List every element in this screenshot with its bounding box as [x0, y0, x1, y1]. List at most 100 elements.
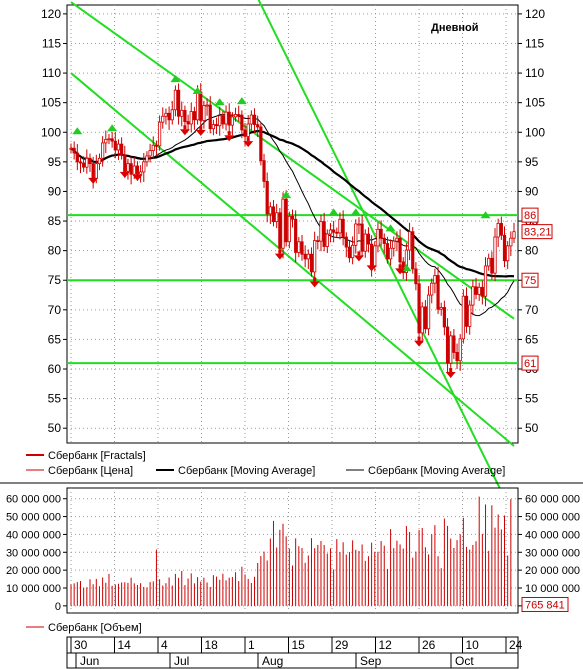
fractal-up-arrow — [328, 208, 339, 216]
price-y-tick-label-right: 95 — [525, 155, 539, 169]
price-y-tick-label-left: 75 — [48, 273, 62, 287]
fractal-down-arrow-shaft — [227, 131, 231, 136]
price-chart-panel: 50 55 60 65 70 75 80 85 90 95 100 105 110 115 120 50 55… — [41, 0, 553, 518]
price-bar-body — [256, 124, 260, 128]
price-bar-body — [275, 212, 279, 223]
price-bar-body — [145, 155, 149, 163]
price-bar-body — [335, 231, 339, 234]
day-tick-label: 30 — [74, 638, 88, 652]
fractal-down-arrow-shaft — [449, 367, 453, 372]
price-bar-body — [430, 282, 434, 296]
price-bar-body — [360, 223, 364, 252]
price-bar-body — [414, 268, 418, 285]
volume-y-tick-label-right: 60 000 000 — [525, 494, 580, 506]
price-bar-body — [186, 121, 190, 125]
volume-chart-panel: 0 10 000 000 20 000 000 30 000 000 40 000 00… — [6, 487, 580, 614]
price-bar-body — [199, 91, 203, 121]
price-y-tick-label-left: 60 — [48, 362, 62, 376]
price-bar-body — [351, 244, 355, 259]
volume-y-tick-label-right: 10 000 000 — [525, 583, 580, 595]
fractal-up-arrow — [107, 124, 118, 132]
price-bar-body — [139, 171, 143, 175]
price-bar-body — [284, 198, 288, 243]
price-bar-body — [78, 161, 83, 164]
volume-y-tick-label-right: 30 000 000 — [525, 547, 580, 559]
price-bar-body — [183, 109, 187, 123]
month-tick-label: Oct — [455, 654, 474, 668]
price-y-tick-label-right: 105 — [525, 96, 545, 110]
price-bar-body — [449, 335, 453, 364]
price-bar-body — [189, 111, 193, 125]
day-tick-label: 29 — [335, 638, 349, 652]
price-bar-body — [506, 245, 510, 262]
fractal-up-arrow — [214, 98, 225, 106]
fractal-down-arrow-shaft — [123, 167, 127, 172]
volume-y-axis-left: 0 10 000 000 20 000 000 30 000 000 40 000 00… — [6, 494, 67, 613]
price-bar-body — [192, 111, 197, 121]
price-markers: 86 83,21 75 61 — [521, 207, 553, 371]
price-y-tick-label-left: 70 — [48, 303, 62, 317]
trend-line — [70, 1, 515, 320]
fractal-up-arrow — [170, 75, 181, 83]
fractal-down-arrow — [395, 268, 406, 275]
date-axis: 30 14 4 18 1 15 29 12 26 10 24 Jun Jul Aug Sep Oct — [66, 636, 523, 669]
price-bar-body — [237, 114, 241, 116]
price-bar-body — [303, 253, 307, 260]
price-bar-body — [75, 152, 79, 163]
price-bar-body — [218, 115, 222, 127]
month-tick-label: Jul — [174, 654, 189, 668]
fractal-down-arrow-shaft — [183, 125, 187, 130]
price-bar-body — [132, 165, 136, 175]
price-bar-body — [398, 237, 402, 263]
price-bar-body — [442, 307, 446, 328]
fractal-down-arrow — [195, 129, 206, 136]
price-y-tick-label-left: 85 — [48, 214, 62, 228]
price-y-tick-label-right: 90 — [525, 184, 539, 198]
price-bar-body — [268, 206, 272, 215]
day-tick-label: 24 — [509, 638, 523, 652]
price-bar-body — [233, 114, 238, 118]
chart-title: Дневной — [431, 22, 479, 34]
price-bar-body — [88, 157, 92, 165]
price-bar-body — [110, 138, 114, 142]
volume-y-tick-label-left: 60 000 000 — [6, 494, 61, 506]
volume-y-tick-label-left: 50 000 000 — [6, 512, 61, 524]
price-bar-body — [487, 257, 491, 267]
price-bar-body — [499, 223, 503, 236]
day-tick-label: 1 — [248, 638, 255, 652]
price-bar-body — [344, 236, 348, 248]
price-marker-label: 86 — [524, 210, 536, 222]
price-bar-body — [262, 160, 266, 182]
volume-y-tick-label-right: 50 000 000 — [525, 512, 580, 524]
volume-bars — [70, 496, 512, 606]
price-bar-body — [208, 104, 212, 130]
price-bar-body — [173, 89, 178, 111]
fractal-down-arrow — [309, 281, 320, 288]
price-bar-body — [452, 335, 456, 353]
fractal-up-arrow — [72, 127, 83, 135]
volume-y-tick-label-right: 20 000 000 — [525, 565, 580, 577]
volume-last-value-box — [521, 596, 569, 612]
price-marker-box — [521, 355, 539, 371]
price-bar-body — [474, 286, 478, 295]
price-bar-body — [512, 231, 516, 239]
day-tick-label: 10 — [466, 638, 480, 652]
price-bar-body — [120, 143, 124, 156]
price-bar-body — [142, 161, 146, 173]
price-bar-body — [471, 286, 475, 306]
price-bar-body — [129, 163, 133, 175]
price-bar-body — [72, 147, 76, 154]
price-bar-body — [458, 338, 462, 362]
fractal-down-arrow-shaft — [246, 137, 250, 142]
price-bar-body — [354, 223, 358, 246]
price-bar-body — [240, 114, 244, 131]
price-marker-label: 75 — [524, 275, 536, 287]
day-ticks: 30 14 4 18 1 15 29 12 26 10 24 — [70, 637, 523, 653]
price-bar-body — [85, 157, 89, 168]
price-bar-body — [113, 140, 117, 151]
price-bar-body — [436, 275, 440, 310]
trend-line — [257, 0, 515, 518]
trend-line — [70, 72, 515, 447]
price-y-tick-label-left: 100 — [41, 125, 61, 139]
moving-averages — [70, 114, 515, 317]
